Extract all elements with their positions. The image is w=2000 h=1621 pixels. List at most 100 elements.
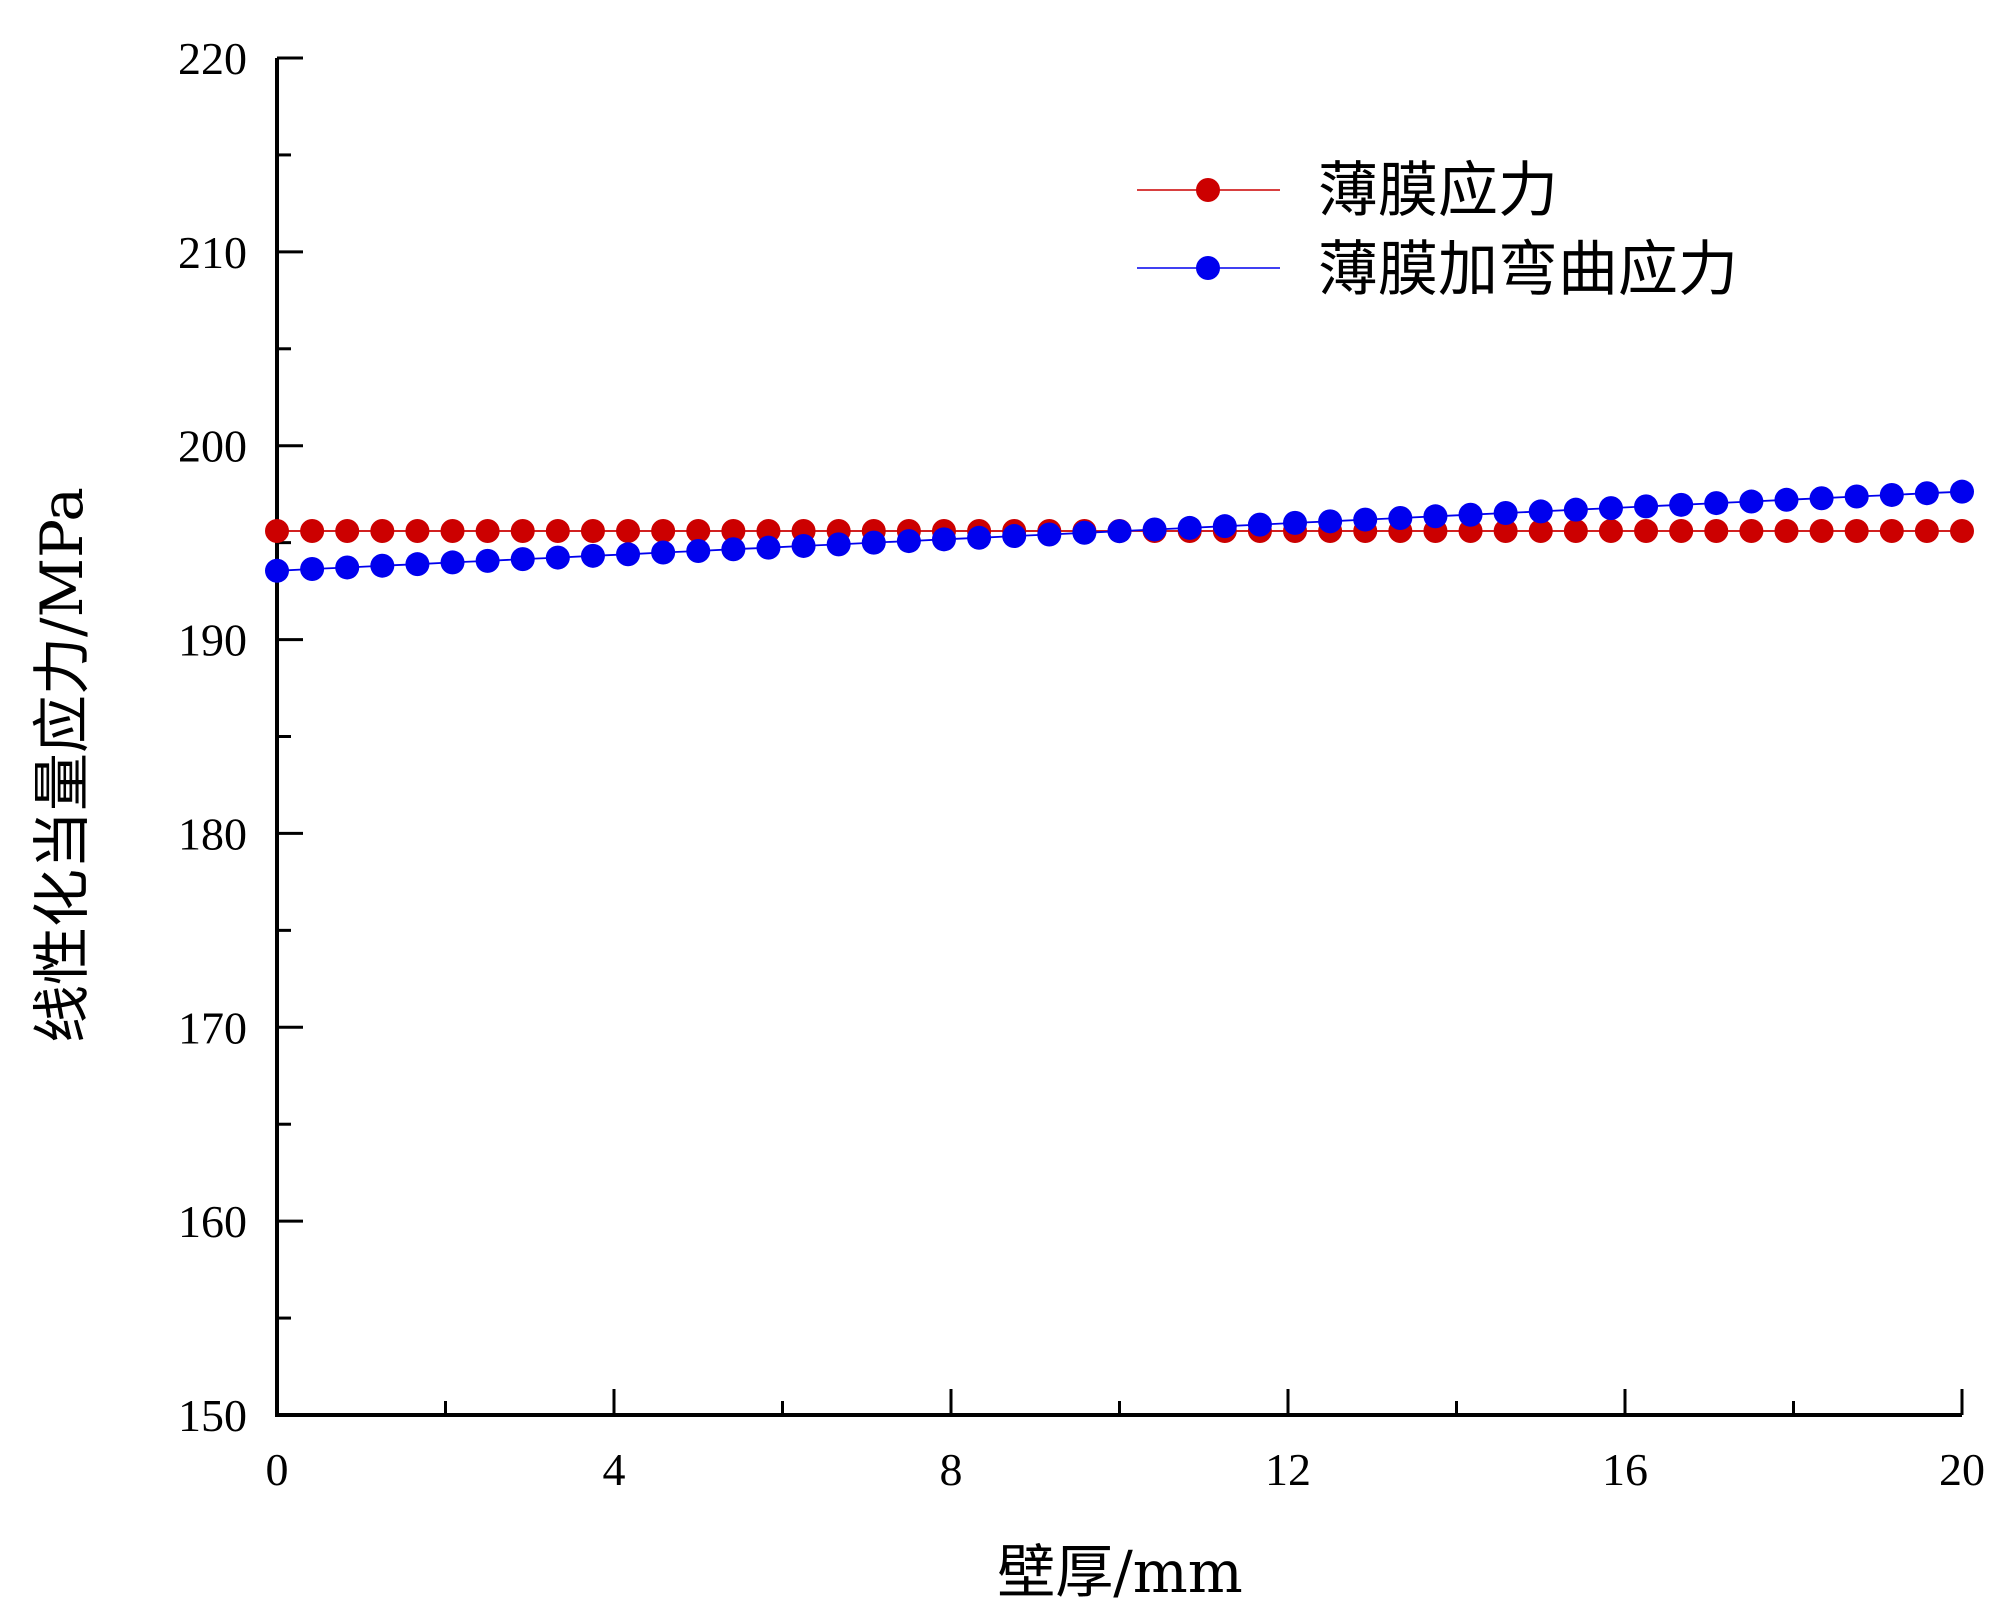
series-2-point (931, 527, 956, 552)
legend-marker-series-1 (1196, 178, 1220, 202)
series-2-point (721, 537, 746, 562)
series-2-point (1493, 500, 1518, 525)
series-2-point (1283, 510, 1308, 535)
series-2-point (1634, 494, 1659, 519)
series-2-point (967, 525, 992, 550)
series-2-point (580, 543, 605, 568)
y-tick-label: 170 (178, 1002, 247, 1053)
series-1-point (686, 519, 711, 544)
y-tick-label: 160 (178, 1196, 247, 1247)
series-2-point (1879, 482, 1904, 507)
series-2-point (756, 535, 781, 560)
series-1-point (1809, 519, 1834, 544)
series-2-point (1739, 489, 1764, 514)
series-2-point (1914, 481, 1939, 506)
series-1-point (1598, 519, 1623, 544)
series-1-point (545, 519, 570, 544)
series-1-point (756, 519, 781, 544)
series-1-point (1774, 519, 1799, 544)
series-1-point (265, 519, 289, 544)
series-1-point (300, 519, 325, 544)
series-2-point (1072, 520, 1097, 545)
series-1-point (1950, 519, 1974, 544)
series-2-point (1142, 517, 1167, 542)
x-tick-label: 4 (603, 1444, 626, 1495)
series-2-point (1212, 514, 1237, 539)
series-2-point (370, 553, 395, 578)
series-2-point (1704, 491, 1729, 516)
series-2-point (405, 552, 430, 577)
series-1-point (721, 519, 746, 544)
series-2-point (896, 529, 921, 554)
series-2-point (1563, 497, 1588, 522)
series-2-point (686, 538, 711, 563)
series-2-point (1774, 487, 1799, 512)
series-1-point (1493, 519, 1518, 544)
series-2-point (300, 557, 325, 582)
x-tick-label: 0 (266, 1444, 289, 1495)
series-2-point (616, 542, 641, 567)
y-tick-label: 180 (178, 808, 247, 859)
series-2-point (1247, 512, 1272, 537)
y-axis-title: 线性化当量应力/MPa (28, 487, 96, 1043)
legend-marker-series-2 (1196, 256, 1220, 280)
legend-label-series-1: 薄膜应力 (1318, 156, 1558, 226)
x-tick-label: 12 (1265, 1444, 1311, 1495)
series-2-point (1950, 479, 1974, 504)
series-1-point (335, 519, 360, 544)
x-ticks: 0 4 8 12 16 20 (266, 1389, 1985, 1495)
series-1-point (1528, 519, 1553, 544)
series-points (265, 479, 1974, 583)
series-2-point (545, 545, 570, 570)
series-2-point (475, 548, 500, 573)
series-1-point (1634, 519, 1659, 544)
series-2-point (1353, 507, 1378, 532)
x-tick-label: 16 (1602, 1444, 1648, 1495)
series-2-point (440, 550, 465, 575)
series-2-point (1844, 484, 1869, 509)
x-axis-title: 壁厚/mm (997, 1538, 1243, 1606)
series-2-point (1669, 492, 1694, 517)
y-tick-label: 220 (178, 33, 247, 84)
series-1-point (1914, 519, 1939, 544)
series-2-point (1388, 506, 1413, 531)
series-2-point (265, 558, 289, 583)
y-ticks: 150 160 170 180 190 200 210 220 (178, 33, 303, 1441)
series-1-point (1739, 519, 1764, 544)
series-2-point (1177, 515, 1202, 540)
y-tick-label: 190 (178, 615, 247, 666)
y-tick-label: 150 (178, 1390, 247, 1441)
series-2-point (510, 547, 535, 572)
series-2-point (1528, 499, 1553, 524)
series-1-point (1563, 519, 1588, 544)
series-2-point (335, 555, 360, 580)
y-tick-label: 210 (178, 227, 247, 278)
series-1-point (440, 519, 465, 544)
series-1-point (405, 519, 430, 544)
series-2-point (1107, 519, 1132, 544)
series-2-point (1037, 522, 1062, 547)
series-1-point (1879, 519, 1904, 544)
series-1-point (1704, 519, 1729, 544)
series-2-point (861, 530, 886, 555)
y-tick-label: 200 (178, 421, 247, 472)
series-2-point (1318, 509, 1343, 534)
series-1-point (370, 519, 395, 544)
series-1-point (1669, 519, 1694, 544)
series-2-point (791, 533, 816, 558)
series-2-point (1423, 504, 1448, 529)
series-1-point (580, 519, 605, 544)
series-2-point (651, 540, 676, 565)
series-1-point (616, 519, 641, 544)
series-1-point (510, 519, 535, 544)
series-2-point (1598, 496, 1623, 521)
series-2-point (1809, 486, 1834, 511)
series-2-point (1002, 524, 1027, 549)
series-1-point (1844, 519, 1869, 544)
legend-label-series-2: 薄膜加弯曲应力 (1318, 235, 1738, 305)
series-1-point (475, 519, 500, 544)
series-2-point (826, 532, 851, 557)
series-1-point (651, 519, 676, 544)
x-tick-label: 20 (1939, 1444, 1985, 1495)
